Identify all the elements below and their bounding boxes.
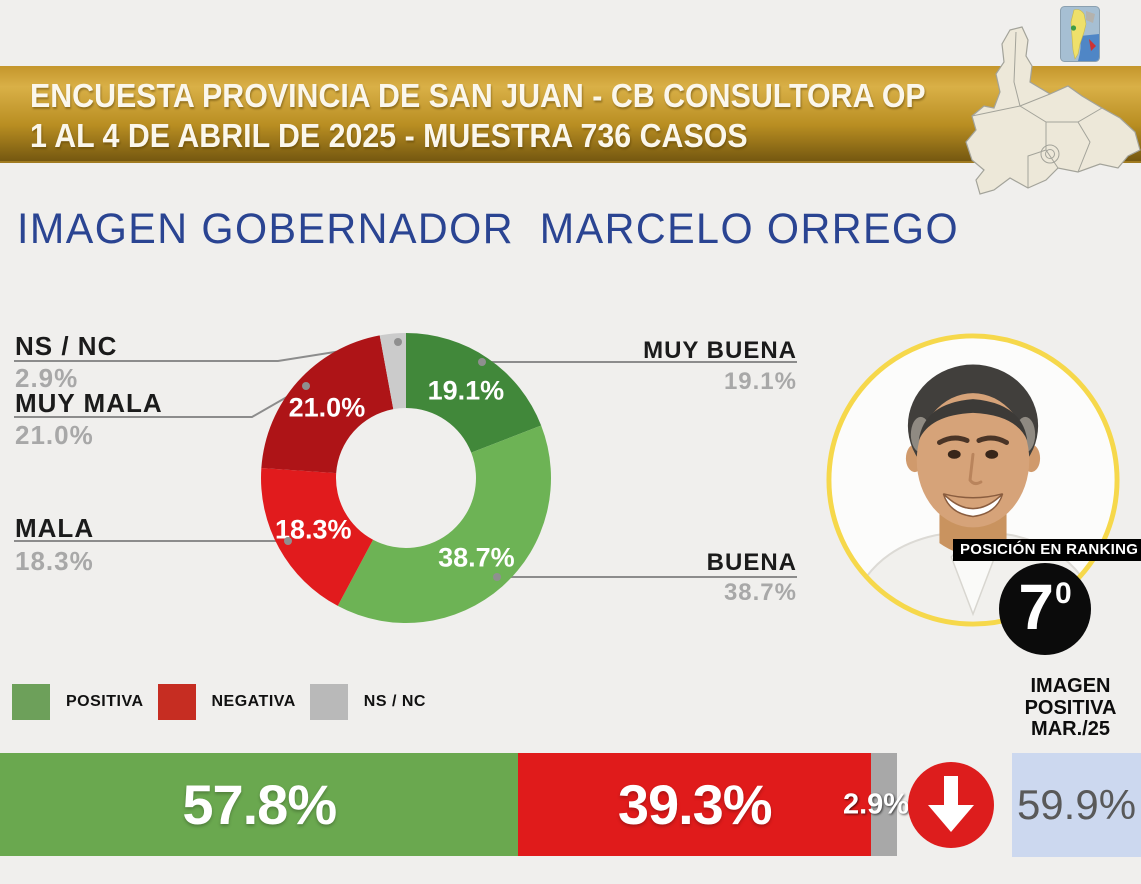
callout-mala-label: MALA: [15, 513, 95, 543]
header-line1: ENCUESTA PROVINCIA DE SAN JUAN - CB CONS…: [30, 77, 926, 114]
callout-ns-nc: NS / NC: [15, 331, 117, 362]
legend-swatch-negativa: [157, 684, 196, 720]
donut-chart: 19.1% 38.7% 18.3% 21.0%: [14, 333, 797, 623]
donut-segment-ns-nc: [379, 333, 406, 410]
ranking-caption: IMAGEN POSITIVA MAR./25: [1024, 675, 1117, 740]
previous-value: 59.9%: [1016, 781, 1137, 828]
previous-value-box: 59.9%: [1012, 753, 1141, 857]
summary-bar: 57.8% 39.3% 2.9%: [0, 753, 909, 856]
callout-buena-label: BUENA: [706, 549, 797, 576]
callout-muy-mala: MUY MALA: [15, 388, 163, 419]
chart-legend: POSITIVA NEGATIVA NS / NC: [12, 684, 440, 720]
callout-buena: BUENA: [707, 549, 797, 577]
donut-value-muy-buena: 19.1%: [428, 376, 505, 406]
ranking-position: 7: [1018, 571, 1054, 643]
header-text: ENCUESTA PROVINCIA DE SAN JUAN - CB CONS…: [30, 76, 926, 156]
header-banner: ENCUESTA PROVINCIA DE SAN JUAN - CB CONS…: [0, 66, 1141, 163]
callout-muy-mala-label: MUY MALA: [15, 388, 163, 418]
photo-ring: [826, 333, 1120, 627]
donut-segment-mala: [261, 467, 374, 606]
argentina-inset-map: [1060, 6, 1100, 62]
ranking-position-ordinal: 0: [1054, 577, 1072, 610]
ranking-position-badge: 7 0: [999, 563, 1091, 655]
donut-segment-muy-buena: [406, 333, 542, 453]
leader-dots: [284, 338, 501, 581]
callout-mala-value: 18.3%: [15, 546, 94, 576]
header-line2: 1 AL 4 DE ABRIL DE 2025 - MUESTRA 736 CA…: [30, 117, 748, 154]
legend-item-negativa: NEGATIVA: [157, 684, 296, 720]
summary-bar-segment-negativa: 39.3%: [518, 753, 871, 856]
legend-swatch-ns-nc: [309, 684, 348, 720]
callout-mala: MALA: [15, 513, 94, 544]
san-juan-map: [965, 26, 1141, 195]
donut-value-buena: 38.7%: [438, 542, 515, 572]
donut-value-muy-mala: 21.0%: [289, 392, 366, 422]
legend-label: POSITIVA: [66, 693, 144, 710]
callout-buena-value: 38.7%: [723, 579, 797, 606]
callout-muy-buena: MUY BUENA: [643, 337, 797, 365]
summary-bar-value: 39.3%: [617, 773, 773, 836]
legend-item-positiva: POSITIVA: [12, 684, 144, 720]
donut-segment-buena: [337, 425, 551, 623]
page-title: IMAGEN GOBERNADOR MARCELO ORREGO: [17, 205, 960, 253]
summary-bar-segment-ns-nc: 2.9%: [843, 753, 909, 856]
callout-muy-buena-label: MUY BUENA: [643, 337, 797, 364]
callout-muy-buena-value: 19.1%: [723, 368, 797, 395]
trend-down-icon: [908, 762, 994, 848]
legend-item-ns-nc: NS / NC: [309, 684, 426, 720]
callout-ns-nc-value: 2.9%: [15, 363, 79, 393]
callout-muy-mala-value: 21.0%: [15, 420, 94, 450]
legend-swatch-positiva: [12, 684, 50, 720]
callout-ns-nc-label: NS / NC: [15, 331, 118, 361]
ranking-banner: POSICIÓN EN RANKING: [953, 539, 1141, 561]
donut-segment-muy-mala: [261, 335, 394, 474]
summary-bar-value: 2.9%: [842, 788, 910, 820]
summary-bar-value: 57.8%: [182, 773, 337, 836]
summary-bar-segment-positiva: 57.8%: [0, 753, 519, 856]
legend-label: NEGATIVA: [211, 693, 296, 710]
legend-label: NS / NC: [363, 693, 426, 710]
